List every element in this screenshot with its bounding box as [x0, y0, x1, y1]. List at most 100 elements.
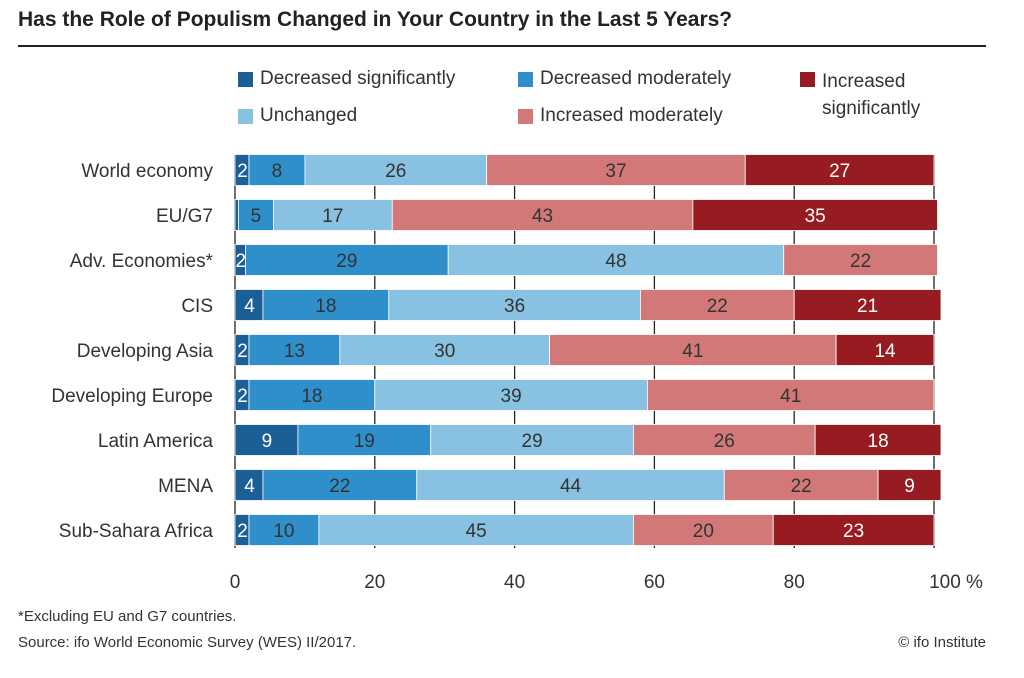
- bar-segment: [248, 154, 306, 186]
- bar-segment: [391, 199, 694, 231]
- data-label: 22: [707, 296, 728, 317]
- bar-segment: [262, 289, 390, 321]
- data-label: 29: [522, 431, 543, 452]
- bar-segment: [416, 469, 725, 501]
- data-label: 13: [284, 341, 305, 362]
- bar-segment: [549, 334, 837, 366]
- data-label: 19: [354, 431, 375, 452]
- data-label: 22: [329, 476, 350, 497]
- legend-label: Increased significantly: [822, 71, 921, 119]
- bar-segment: [430, 424, 634, 456]
- data-label: 43: [532, 206, 553, 227]
- bar-segment: [447, 244, 785, 276]
- data-label: 23: [843, 521, 864, 542]
- bar-segment: [234, 469, 264, 501]
- legend-decreased-moderately: Decreased moderately: [518, 68, 731, 90]
- data-label: 37: [605, 161, 626, 182]
- bar-segment: [723, 469, 879, 501]
- data-label: 4: [244, 476, 255, 497]
- data-label: 8: [272, 161, 283, 182]
- data-label: 2: [237, 521, 248, 542]
- data-label: 22: [791, 476, 812, 497]
- data-label: 14: [874, 341, 896, 362]
- data-label: 39: [501, 386, 522, 407]
- legend-unchanged: Unchanged: [238, 105, 357, 127]
- bar-segment: [248, 379, 376, 411]
- legend-label: Unchanged: [260, 105, 358, 126]
- data-label: 4: [244, 296, 255, 317]
- data-label: 2: [237, 161, 248, 182]
- bar-segment: [234, 424, 299, 456]
- data-label: 29: [336, 251, 357, 272]
- data-label: 45: [466, 521, 487, 542]
- category-label: Adv. Economies*: [70, 251, 214, 272]
- data-label: 26: [714, 431, 735, 452]
- data-label: 2: [235, 251, 246, 272]
- bar-segment: [304, 154, 488, 186]
- legend-label: Decreased moderately: [540, 68, 732, 89]
- bar-segment: [234, 289, 264, 321]
- data-label: 41: [780, 386, 801, 407]
- footnote: *Excluding EU and G7 countries.: [18, 608, 237, 625]
- bar-segment: [692, 199, 938, 231]
- bar-segment: [647, 379, 935, 411]
- bar-segment: [793, 289, 942, 321]
- bar-segment: [814, 424, 942, 456]
- bar-segment: [248, 334, 341, 366]
- data-label: 20: [693, 521, 714, 542]
- bar-segment: [486, 154, 746, 186]
- chart-title: Has the Role of Populism Changed in Your…: [18, 8, 733, 31]
- category-label: Developing Asia: [77, 341, 214, 362]
- data-label: 48: [605, 251, 626, 272]
- data-label: 44: [560, 476, 582, 497]
- category-label: MENA: [158, 476, 213, 497]
- x-tick-label: 40: [504, 572, 525, 593]
- bar-segment: [877, 469, 942, 501]
- data-label: 26: [385, 161, 406, 182]
- category-label: EU/G7: [156, 206, 213, 227]
- legend-increased-moderately: Increased moderately: [518, 105, 723, 127]
- data-label: 18: [301, 386, 322, 407]
- legend-decreased-significantly: Decreased significantly: [238, 68, 455, 90]
- x-tick-label: 20: [364, 572, 385, 593]
- source: Source: ifo World Economic Survey (WES) …: [18, 634, 357, 651]
- bar-segment: [297, 424, 432, 456]
- data-label: 2: [237, 341, 248, 362]
- bar-segment: [238, 199, 274, 231]
- category-label: World economy: [81, 161, 213, 182]
- data-label: 27: [829, 161, 850, 182]
- data-label: 41: [682, 341, 703, 362]
- data-label: 30: [434, 341, 455, 362]
- legend-increased-significantly: Increased significantly: [800, 68, 950, 122]
- bar-segment: [633, 424, 816, 456]
- legend-label: Increased moderately: [540, 105, 723, 126]
- bar-segment: [234, 199, 239, 231]
- data-label: 10: [273, 521, 294, 542]
- data-label: 21: [857, 296, 878, 317]
- data-label: 9: [904, 476, 915, 497]
- data-label: 9: [262, 431, 273, 452]
- data-label: 2: [237, 386, 248, 407]
- category-label: Developing Europe: [51, 386, 213, 407]
- data-label: 18: [868, 431, 889, 452]
- copyright: © ifo Institute: [898, 634, 986, 651]
- bar-segment: [783, 244, 938, 276]
- title-rule: [18, 45, 986, 47]
- category-label: Sub-Sahara Africa: [59, 521, 214, 542]
- category-label: Latin America: [98, 431, 214, 452]
- data-label: 36: [504, 296, 525, 317]
- bar-segment: [388, 289, 641, 321]
- legend-label: Decreased significantly: [260, 68, 456, 89]
- data-label: 5: [251, 206, 262, 227]
- data-label: 17: [322, 206, 343, 227]
- x-tick-label: 80: [784, 572, 805, 593]
- data-label: 22: [850, 251, 871, 272]
- bar-segment: [262, 469, 418, 501]
- bar-segment: [835, 334, 935, 366]
- bar-segment: [273, 199, 393, 231]
- bar-segment: [772, 514, 935, 546]
- x-tick-label: 0: [230, 572, 241, 593]
- bar-segment: [339, 334, 550, 366]
- data-label: 18: [315, 296, 336, 317]
